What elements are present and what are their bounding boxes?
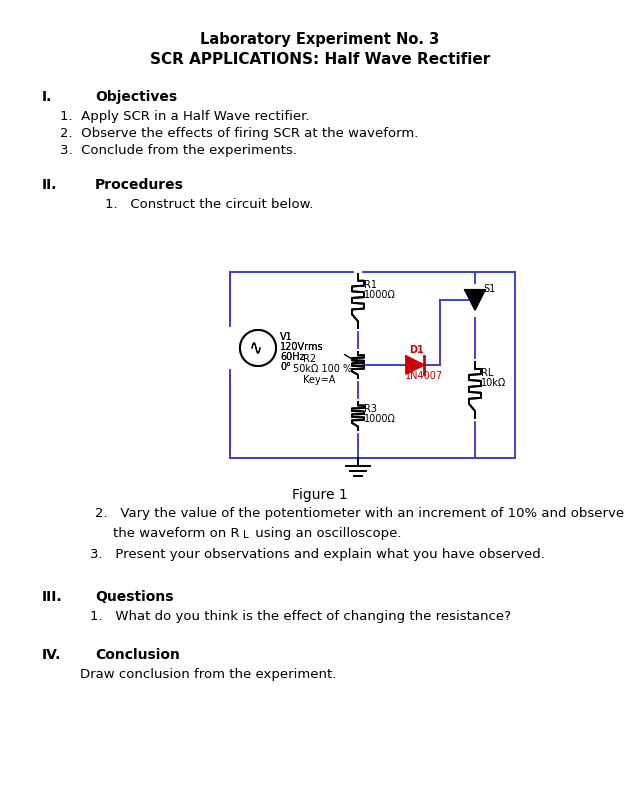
Circle shape (240, 330, 276, 366)
Polygon shape (465, 290, 485, 310)
Text: Objectives: Objectives (95, 90, 177, 104)
Text: 2.   Vary the value of the potentiometer with an increment of 10% and observe: 2. Vary the value of the potentiometer w… (95, 507, 624, 520)
Text: II.: II. (42, 178, 58, 192)
Text: III.: III. (42, 590, 63, 604)
Text: 1.   Construct the circuit below.: 1. Construct the circuit below. (105, 198, 313, 211)
Text: Conclusion: Conclusion (95, 648, 180, 662)
Circle shape (240, 330, 276, 366)
Text: Figure 1: Figure 1 (292, 488, 348, 502)
Text: 1000Ω: 1000Ω (364, 290, 396, 300)
Text: 0°: 0° (280, 362, 291, 372)
Text: IV.: IV. (42, 648, 62, 662)
Text: L: L (243, 530, 249, 540)
Text: D1: D1 (409, 345, 424, 355)
Text: 1N4007: 1N4007 (405, 371, 443, 381)
Text: Questions: Questions (95, 590, 174, 604)
Polygon shape (465, 290, 485, 310)
Polygon shape (406, 356, 424, 374)
Text: R1: R1 (364, 280, 377, 290)
Text: 3.   Present your observations and explain what you have observed.: 3. Present your observations and explain… (90, 548, 545, 561)
Text: R3: R3 (364, 404, 377, 414)
Text: 1.   What do you think is the effect of changing the resistance?: 1. What do you think is the effect of ch… (90, 610, 511, 623)
Text: 3.  Conclude from the experiments.: 3. Conclude from the experiments. (60, 144, 297, 157)
Bar (230, 272, 515, 458)
Text: 1000Ω: 1000Ω (364, 414, 396, 424)
Text: Procedures: Procedures (95, 178, 184, 192)
Text: V1: V1 (280, 332, 293, 342)
Text: V1: V1 (280, 332, 293, 342)
Text: the waveform on R: the waveform on R (113, 527, 240, 540)
Text: Key=A: Key=A (303, 375, 335, 385)
Text: 120Vrms: 120Vrms (280, 342, 324, 352)
Text: 60Hz: 60Hz (280, 352, 304, 362)
Text: S1: S1 (483, 284, 495, 294)
Text: I.: I. (42, 90, 53, 104)
Text: 1.  Apply SCR in a Half Wave rectifier.: 1. Apply SCR in a Half Wave rectifier. (60, 110, 310, 123)
Text: 0°: 0° (280, 362, 291, 372)
Text: using an oscilloscope.: using an oscilloscope. (251, 527, 401, 540)
Text: 2.  Observe the effects of firing SCR at the waveform.: 2. Observe the effects of firing SCR at … (60, 127, 419, 140)
Text: RL: RL (481, 368, 494, 378)
Text: 50kΩ 100 %: 50kΩ 100 % (293, 364, 352, 374)
Text: 60Hz: 60Hz (280, 352, 304, 362)
Text: R2: R2 (303, 354, 316, 364)
Text: 120Vrms: 120Vrms (280, 342, 324, 352)
Text: SCR APPLICATIONS: Half Wave Rectifier: SCR APPLICATIONS: Half Wave Rectifier (150, 52, 490, 67)
Text: Draw conclusion from the experiment.: Draw conclusion from the experiment. (80, 668, 337, 681)
Text: Laboratory Experiment No. 3: Laboratory Experiment No. 3 (201, 32, 440, 47)
Text: 10kΩ: 10kΩ (481, 378, 506, 388)
